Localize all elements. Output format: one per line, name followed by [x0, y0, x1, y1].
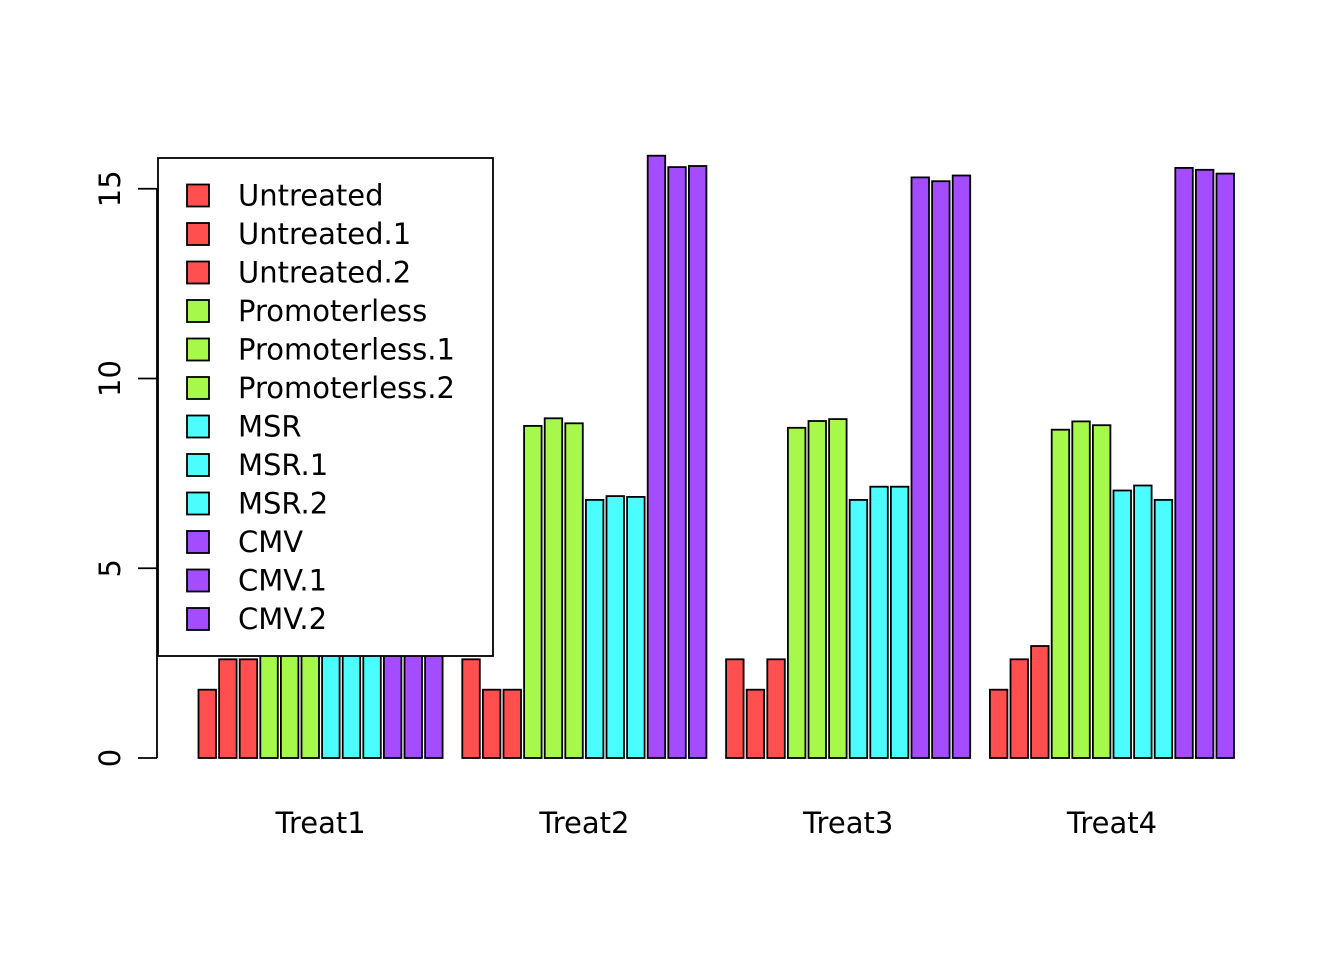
- bar-treat3-msr: [848, 498, 869, 759]
- x-category-label: Treat4: [1066, 806, 1157, 840]
- legend-swatch: [186, 607, 210, 631]
- bar-treat3-promoterless-1: [807, 420, 827, 759]
- bar-treat4-cmv-1: [1195, 168, 1215, 759]
- y-tick-label: 15: [93, 170, 127, 207]
- bar-treat3-untreated-2: [766, 658, 786, 759]
- legend-label: MSR.1: [238, 448, 328, 482]
- bar-treat2-msr: [585, 498, 605, 759]
- legend-label: Untreated.1: [238, 217, 411, 251]
- legend-swatch: [186, 568, 210, 593]
- y-tick-label: 5: [93, 559, 127, 577]
- legend-label: MSR: [238, 410, 302, 444]
- bar-treat2-untreated: [461, 658, 481, 759]
- legend-swatch: [186, 337, 210, 362]
- legend-swatch: [186, 530, 210, 554]
- bar-treat2-promoterless-1: [543, 417, 564, 759]
- bar-treat4-cmv: [1174, 166, 1194, 759]
- bar-treat2-promoterless-2: [564, 422, 584, 759]
- legend-swatch: [186, 222, 210, 246]
- bar-treat1-promoterless-1: [279, 647, 300, 759]
- legend-label: Untreated.2: [238, 256, 411, 290]
- bar-treat4-msr-1: [1133, 484, 1153, 759]
- y-tick-label: 10: [93, 360, 127, 397]
- bar-treat4-untreated: [989, 688, 1009, 759]
- bar-treat2-untreated-1: [481, 688, 502, 759]
- legend-label: CMV: [238, 525, 303, 559]
- bars-layer: [197, 154, 1235, 759]
- legend-label: MSR.2: [238, 487, 328, 521]
- x-category-label: Treat3: [802, 806, 893, 840]
- bar-treat3-msr-1: [869, 485, 889, 759]
- bar-treat1-untreated-2: [238, 658, 259, 759]
- bar-treat3-msr-2: [890, 485, 910, 759]
- bar-treat4-msr-2: [1153, 498, 1174, 759]
- bar-treat2-msr-1: [605, 495, 625, 759]
- bar-treat1-promoterless: [259, 647, 279, 759]
- legend-label: Untreated: [238, 179, 384, 213]
- x-category-label: Treat1: [275, 806, 366, 840]
- legend-swatch: [186, 491, 210, 516]
- legend-box: [157, 157, 494, 657]
- bar-treat2-msr-2: [626, 495, 646, 759]
- bar-treat3-untreated-1: [745, 688, 766, 759]
- bar-treat3-promoterless-2: [828, 418, 848, 759]
- bar-treat3-cmv-2: [951, 174, 972, 759]
- bar-treat2-promoterless: [523, 424, 543, 759]
- legend-label: Promoterless: [238, 294, 427, 328]
- bar-treat2-cmv-2: [688, 165, 708, 759]
- bar-treat4-promoterless-2: [1092, 424, 1112, 759]
- bar-treat1-msr: [321, 647, 341, 759]
- bar-treat3-cmv: [910, 176, 930, 759]
- bar-treat4-promoterless: [1050, 428, 1071, 759]
- legend-label: CMV.2: [238, 602, 327, 636]
- bar-treat2-untreated-2: [502, 688, 522, 759]
- bar-treat2-cmv-1: [667, 166, 687, 759]
- bar-treat3-cmv-1: [931, 180, 951, 759]
- x-axis-labels: Treat1 Treat2 Treat3 Treat4: [275, 806, 1158, 840]
- legend-label: Promoterless.1: [238, 333, 455, 367]
- bar-treat1-msr-1: [341, 647, 362, 759]
- bar-treat1-untreated: [197, 688, 217, 759]
- bar-treat1-msr-2: [362, 647, 382, 759]
- bar-treat4-untreated-2: [1030, 645, 1050, 759]
- legend-swatch: [186, 453, 210, 477]
- legend-swatch: [186, 376, 210, 400]
- x-category-label: Treat2: [538, 806, 629, 840]
- bar-treat1-cmv-2: [424, 647, 444, 759]
- bar-treat4-promoterless-1: [1071, 420, 1091, 759]
- legend-swatch: [186, 414, 210, 439]
- bar-treat2-cmv: [646, 154, 667, 759]
- bar-treat1-untreated-1: [218, 658, 238, 759]
- bar-treat4-cmv-2: [1215, 172, 1235, 759]
- y-tick-label: 0: [93, 749, 127, 767]
- legend-swatch: [186, 183, 210, 208]
- legend-label: Promoterless.2: [238, 371, 455, 405]
- bar-treat4-msr: [1112, 489, 1132, 759]
- y-axis: 0 5 10 15: [93, 170, 158, 767]
- legend-label: CMV.1: [238, 564, 327, 598]
- bar-treat3-untreated: [725, 658, 745, 759]
- bar-treat1-promoterless-2: [300, 647, 320, 759]
- bar-treat1-cmv: [382, 647, 403, 759]
- bar-treat4-untreated-1: [1009, 658, 1029, 759]
- legend-swatch: [186, 299, 210, 323]
- legend: Untreated Untreated.1 Untreated.2 Promoterl…: [157, 157, 494, 657]
- legend-swatch: [186, 260, 210, 285]
- bar-treat1-cmv-1: [403, 647, 423, 759]
- bar-treat3-promoterless: [787, 426, 807, 759]
